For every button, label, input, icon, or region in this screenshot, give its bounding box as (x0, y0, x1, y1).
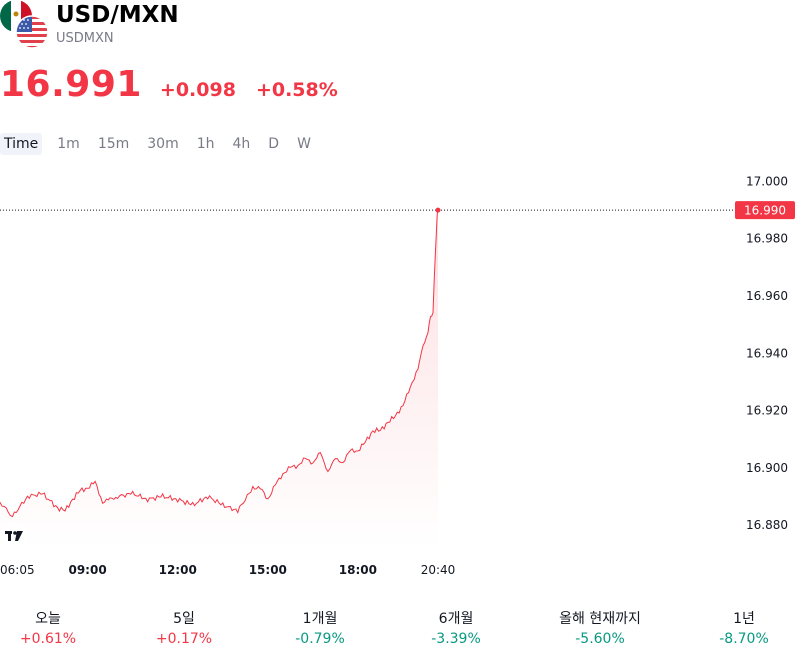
interval-30m[interactable]: 30m (147, 136, 179, 152)
perf-label: 오늘 (35, 611, 61, 627)
perf-cell-today[interactable]: 오늘 +0.61% (0, 608, 96, 647)
last-price-point (435, 207, 441, 213)
perf-value: +0.17% (155, 631, 213, 647)
perf-cell-5d[interactable]: 5일 +0.17% (136, 608, 232, 647)
y-tick-label: 16.960 (746, 289, 788, 303)
perf-value: +0.61% (19, 631, 77, 647)
y-tick-label: 17.000 (746, 174, 788, 188)
perf-value: -5.60% (575, 631, 625, 647)
perf-label: 1년 (733, 611, 755, 627)
perf-value: -8.70% (719, 631, 769, 647)
interval-4h[interactable]: 4h (232, 136, 251, 152)
perf-value: -0.79% (295, 631, 345, 647)
ticker-subtitle: USDMXN (56, 31, 114, 46)
perf-label: 6개월 (438, 611, 474, 627)
y-tick-label: 16.920 (746, 404, 788, 418)
x-tick-label: 18:00 (339, 563, 377, 577)
x-tick-label: 12:00 (159, 563, 197, 577)
performance-summary: 오늘 +0.61% 5일 +0.17% 1개월 -0.79% 6개월 -3.39… (0, 608, 800, 648)
x-tick-label: 20:40 (421, 563, 456, 577)
tradingview-logo-icon[interactable] (0, 522, 28, 550)
interval-15m[interactable]: 15m (97, 136, 130, 152)
perf-label: 1개월 (302, 611, 338, 627)
price-chart[interactable]: 16.990 17.000 16.980 16.960 16.940 16.920 16.… (0, 170, 800, 590)
price-change: +0.098 (159, 79, 236, 101)
interval-time[interactable]: Time (0, 133, 43, 155)
perf-cell-ytd[interactable]: 올해 현재까지 -5.60% (540, 608, 660, 647)
y-tick-label: 16.940 (746, 346, 788, 360)
mexico-usa-flag-icon (0, 0, 50, 50)
x-tick-label: 09:00 (68, 563, 106, 577)
last-price-tag (735, 201, 795, 220)
perf-value: -3.39% (431, 631, 481, 647)
interval-selector: Time 1m 15m 30m 1h 4h D W (0, 132, 325, 156)
last-price: 16.991 (0, 64, 142, 105)
price-series-line (0, 209, 439, 518)
perf-label: 올해 현재까지 (559, 611, 641, 627)
y-tick-label: 16.980 (746, 232, 788, 246)
interval-1m[interactable]: 1m (57, 136, 80, 152)
price-area-fill (0, 210, 438, 548)
perf-cell-6m[interactable]: 6개월 -3.39% (408, 608, 504, 647)
x-tick-label: 06:05 (0, 563, 35, 577)
interval-1h[interactable]: 1h (196, 136, 215, 152)
price-row: 16.991 +0.098 +0.58% (0, 64, 338, 108)
y-tick-label: 16.900 (746, 461, 788, 475)
perf-cell-1y[interactable]: 1년 -8.70% (700, 608, 788, 647)
perf-label: 5일 (173, 611, 195, 627)
price-change-percent: +0.58% (255, 79, 338, 101)
perf-cell-1m[interactable]: 1개월 -0.79% (272, 608, 368, 647)
interval-w[interactable]: W (297, 136, 311, 152)
last-price-tag-label: 16.990 (744, 204, 786, 218)
x-tick-label: 15:00 (249, 563, 287, 577)
y-tick-label: 16.880 (746, 518, 788, 532)
symbol-title: USD/MXN (56, 2, 179, 28)
interval-d[interactable]: D (268, 136, 280, 152)
